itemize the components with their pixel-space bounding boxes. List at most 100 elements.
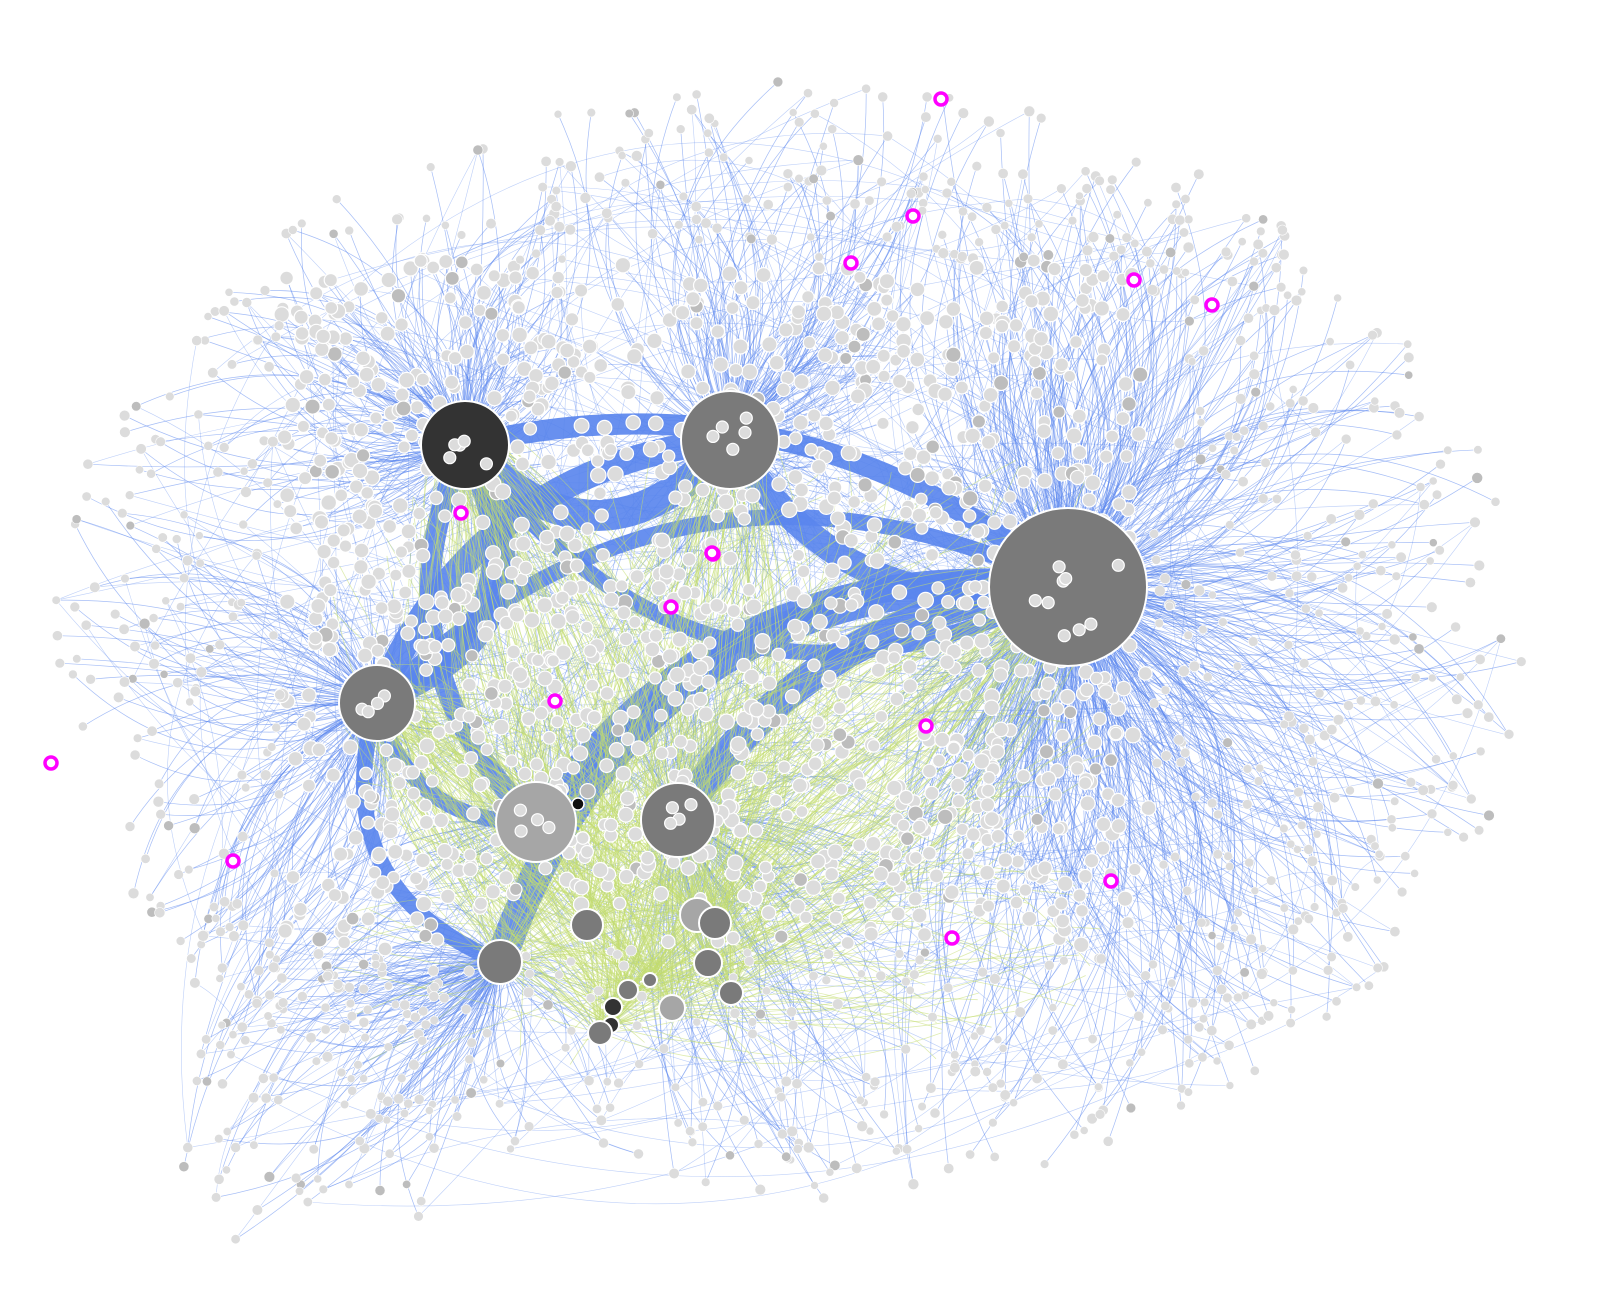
edge	[85, 625, 519, 956]
leaf-node	[998, 1044, 1008, 1053]
leaf-node	[412, 506, 427, 521]
leaf-node	[909, 281, 926, 298]
leaf-node	[1143, 198, 1153, 208]
leaf-node	[1115, 680, 1132, 697]
leaf-node	[640, 850, 655, 866]
leaf-node	[165, 391, 175, 402]
leaf-node	[1290, 294, 1303, 307]
edge	[691, 109, 830, 786]
leaf-node	[1252, 238, 1264, 250]
leaf-node	[744, 487, 761, 504]
edge	[718, 92, 809, 441]
leaf-node	[777, 1128, 788, 1140]
leaf-node	[240, 486, 252, 498]
edge	[858, 446, 933, 745]
leaf-node	[1042, 249, 1054, 261]
leaf-node	[917, 1101, 927, 1112]
leaf-node	[822, 669, 837, 684]
edge	[900, 97, 1069, 588]
leaf-node	[443, 291, 457, 305]
leaf-node	[650, 579, 667, 597]
leaf-node	[1160, 685, 1171, 695]
leaf-node	[1265, 401, 1276, 412]
leaf-node	[1212, 849, 1223, 860]
leaf-node	[542, 999, 554, 1011]
leaf-node	[1094, 175, 1105, 187]
leaf-node	[754, 632, 771, 650]
leaf-node	[396, 1073, 407, 1084]
leaf-node	[1137, 1047, 1147, 1057]
edge	[798, 311, 866, 1103]
leaf-node	[825, 628, 841, 644]
leaf-node	[120, 573, 130, 584]
leaf-node	[515, 255, 525, 265]
edge	[167, 553, 258, 935]
edge	[700, 285, 1289, 717]
leaf-node	[151, 543, 162, 554]
leaf-node	[803, 88, 813, 98]
leaf-node	[1009, 895, 1024, 910]
edge	[280, 961, 501, 1031]
edge	[930, 966, 1384, 1092]
leaf-node	[118, 676, 131, 688]
leaf-node	[997, 168, 1009, 180]
leaf-node	[787, 618, 804, 635]
leaf-node	[675, 124, 686, 134]
leaf-node	[1175, 924, 1184, 933]
leaf-node	[1084, 474, 1102, 492]
leaf-node	[463, 965, 475, 977]
leaf-node	[1080, 166, 1091, 177]
leaf-node	[550, 285, 564, 300]
leaf-node	[456, 230, 467, 240]
leaf-node	[1426, 601, 1438, 613]
leaf-node	[862, 895, 878, 910]
leaf-node	[150, 640, 160, 651]
edge	[307, 742, 1228, 1207]
leaf-node	[938, 313, 954, 330]
edge	[903, 351, 1381, 857]
edge	[677, 819, 825, 1148]
leaf-node	[1198, 1014, 1209, 1024]
leaf-node	[613, 1077, 624, 1089]
edge	[76, 518, 378, 704]
leaf-node	[1057, 1058, 1069, 1070]
leaf-node	[1352, 561, 1362, 571]
leaf-node	[1014, 1006, 1026, 1018]
leaf-node	[1342, 931, 1354, 943]
edge	[364, 961, 501, 1149]
leaf-node	[228, 930, 240, 942]
edge	[573, 450, 840, 709]
edge	[586, 606, 1095, 926]
leaf-node	[155, 808, 166, 820]
leaf-node	[625, 414, 641, 431]
leaf-node	[273, 306, 290, 323]
leaf-node	[752, 879, 767, 894]
leaf-node	[784, 688, 801, 705]
leaf-node	[188, 822, 201, 835]
leaf-node	[207, 367, 219, 379]
leaf-node	[1312, 829, 1322, 839]
leaf-node	[1187, 357, 1197, 366]
leaf-node	[579, 783, 596, 800]
edge	[220, 504, 1425, 932]
leaf-node	[753, 1139, 764, 1149]
leaf-node	[911, 625, 927, 641]
leaf-node	[1337, 902, 1349, 914]
leaf-node	[802, 1141, 815, 1154]
leaf-node	[415, 895, 433, 913]
leaf-node	[776, 1091, 787, 1103]
leaf-node	[473, 896, 488, 911]
leaf-node	[747, 1017, 758, 1027]
leaf-node	[328, 228, 339, 239]
leaf-node	[117, 508, 128, 519]
leaf-node	[531, 248, 541, 259]
leaf-node	[1483, 711, 1495, 723]
leaf-node	[1464, 576, 1476, 588]
leaf-node	[982, 1067, 992, 1077]
edge	[556, 190, 1092, 532]
leaf-node	[1241, 213, 1252, 224]
leaf-node	[712, 356, 729, 373]
leaf-node	[1130, 156, 1142, 168]
edge	[74, 524, 378, 704]
leaf-node	[748, 823, 764, 838]
